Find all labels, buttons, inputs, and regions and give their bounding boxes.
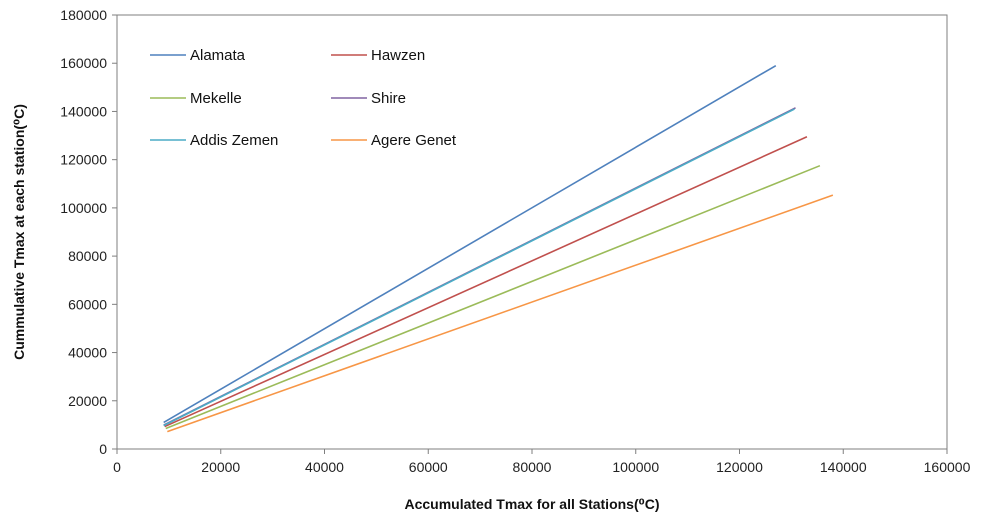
x-axis-title: Accumulated Tmax for all Stations(⁰C) (404, 496, 659, 512)
series-lines (163, 64, 834, 433)
y-tick-label: 180000 (60, 7, 107, 23)
legend-label-agere-genet: Agere Genet (371, 132, 457, 149)
x-tick-label: 140000 (820, 459, 867, 475)
x-tick-label: 100000 (612, 459, 659, 475)
y-tick-label: 160000 (60, 55, 107, 71)
legend-label-addis-zemen: Addis Zemen (190, 132, 278, 149)
x-tick-label: 60000 (409, 459, 448, 475)
y-tick-label: 0 (99, 441, 107, 457)
legend-label-hawzen: Hawzen (371, 47, 425, 64)
x-tick-label: 120000 (716, 459, 763, 475)
series-line-agere-genet (167, 194, 834, 433)
series-line-hawzen (164, 136, 808, 428)
series-line-mekelle (165, 164, 821, 430)
y-tick-label: 80000 (68, 248, 107, 264)
x-axis: 0 20000 40000 60000 80000 100000 120000 140000 1… (113, 449, 971, 475)
y-tick-label: 20000 (68, 393, 107, 409)
legend: Alamata Hawzen Mekelle Shire Addis Zemen Ager… (150, 47, 457, 149)
x-tick-label: 20000 (201, 459, 240, 475)
y-axis-title: Cummulative Tmax at each station(⁰C) (11, 104, 27, 360)
plot-area (116, 14, 948, 450)
series-line-addis-zemen (163, 108, 795, 427)
y-tick-label: 120000 (60, 152, 107, 168)
y-tick-label: 140000 (60, 103, 107, 119)
x-tick-label: 0 (113, 459, 121, 475)
legend-label-shire: Shire (371, 90, 406, 107)
y-axis: 0 20000 40000 60000 80000 100000 120000 140000 1… (60, 7, 117, 457)
legend-label-alamata: Alamata (190, 47, 246, 64)
x-tick-label: 80000 (513, 459, 552, 475)
series-line-alamata (163, 64, 777, 424)
y-tick-label: 40000 (68, 345, 107, 361)
y-tick-label: 100000 (60, 200, 107, 216)
y-tick-label: 60000 (68, 296, 107, 312)
x-tick-label: 40000 (305, 459, 344, 475)
legend-label-mekelle: Mekelle (190, 90, 242, 107)
x-tick-label: 160000 (924, 459, 971, 475)
